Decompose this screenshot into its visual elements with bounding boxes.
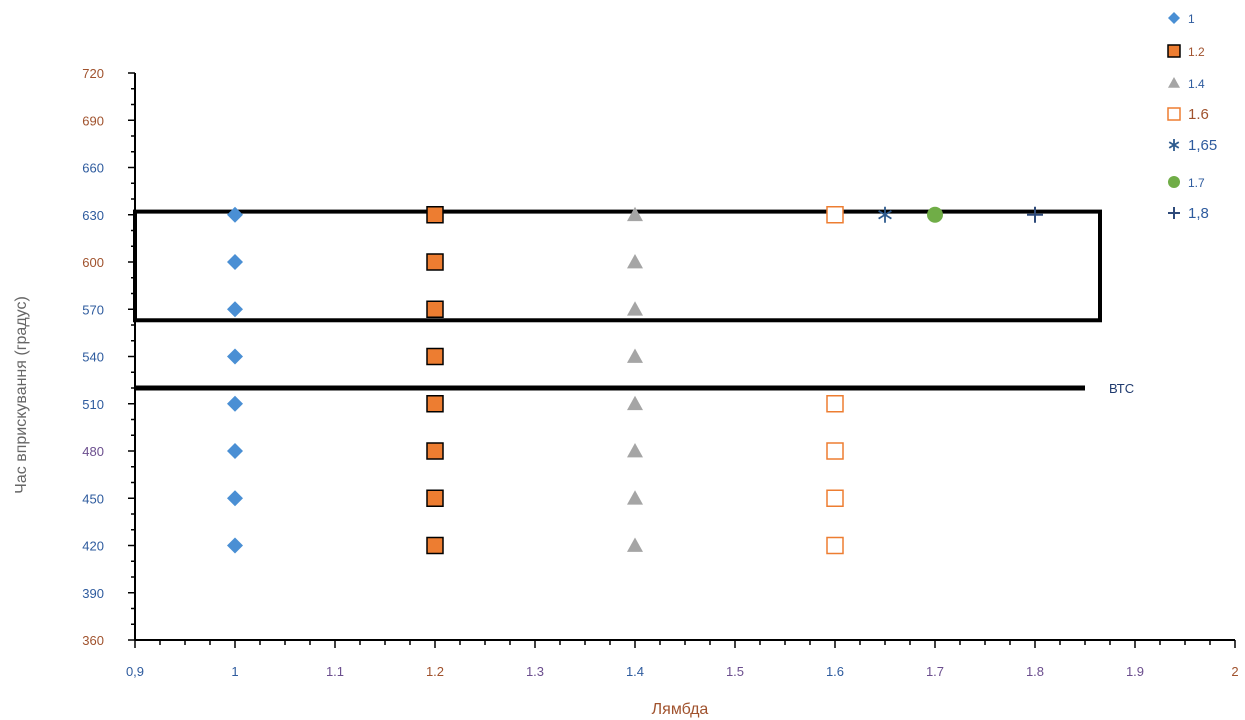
y-tick-label: 450 bbox=[82, 491, 104, 506]
x-tick-label: 1.6 bbox=[826, 664, 844, 679]
data-point bbox=[826, 536, 844, 555]
data-point bbox=[227, 395, 243, 412]
legend-label: 1 bbox=[1188, 12, 1195, 26]
data-point bbox=[426, 489, 444, 507]
y-tick-label: 690 bbox=[82, 113, 104, 128]
data-point bbox=[627, 537, 643, 552]
y-tick-label: 480 bbox=[82, 444, 104, 459]
data-point bbox=[426, 300, 444, 318]
legend-label: 1.7 bbox=[1188, 176, 1205, 190]
x-tick-label: 1.1 bbox=[326, 664, 344, 679]
data-point bbox=[426, 347, 444, 366]
data-point bbox=[426, 442, 444, 460]
data-point bbox=[627, 348, 643, 363]
data-point bbox=[627, 301, 643, 316]
data-point bbox=[627, 254, 643, 269]
legend-marker bbox=[1168, 207, 1180, 219]
legend-marker bbox=[1168, 176, 1180, 188]
data-point bbox=[426, 206, 444, 224]
y-tick-label: 420 bbox=[82, 539, 104, 554]
legend-marker bbox=[1168, 12, 1180, 24]
y-tick-label: 540 bbox=[82, 350, 104, 365]
x-tick-label: 1.8 bbox=[1026, 664, 1044, 679]
data-point bbox=[426, 536, 444, 555]
legend-label: 1.2 bbox=[1188, 45, 1205, 59]
data-point bbox=[227, 490, 243, 507]
x-tick-label: 1.5 bbox=[726, 664, 744, 679]
data-point bbox=[227, 348, 243, 365]
x-tick-label: 1.4 bbox=[626, 664, 644, 679]
y-tick-label: 630 bbox=[82, 208, 104, 223]
data-point bbox=[627, 395, 643, 411]
legend-label: 1.6 bbox=[1188, 106, 1209, 123]
legend-label: 1,8 bbox=[1188, 205, 1209, 222]
legend: 1 1.2 1.4 1.6 1,65 1.7 1,8 bbox=[1167, 12, 1217, 222]
data-point bbox=[227, 537, 243, 554]
data-point bbox=[227, 443, 243, 459]
data-point bbox=[227, 254, 243, 270]
data-point bbox=[426, 395, 444, 413]
legend-marker bbox=[1168, 139, 1180, 151]
x-axis-ticks: 0,9 1 1.1 1.2 1.3 1.4 1.5 1.6 1.7 1.8 1.9 2 bbox=[126, 640, 1239, 679]
data-point bbox=[927, 206, 943, 223]
data-point bbox=[826, 489, 844, 507]
data-point bbox=[1027, 206, 1043, 223]
annotations: ВТС bbox=[133, 209, 1134, 396]
data-point bbox=[627, 443, 643, 458]
y-axis-ticks: 360 390 420 450 480 510 540 570 600 630 660 690 720 bbox=[82, 66, 135, 648]
y-tick-label: 570 bbox=[82, 302, 104, 317]
x-tick-label: 1.7 bbox=[926, 664, 944, 679]
y-tick-label: 600 bbox=[82, 255, 104, 270]
x-tick-label: 1.3 bbox=[526, 664, 544, 679]
data-point bbox=[627, 206, 643, 222]
y-tick-label: 390 bbox=[82, 586, 104, 601]
y-tick-label: 660 bbox=[82, 161, 104, 176]
data-point bbox=[227, 301, 243, 318]
x-tick-label: 0,9 bbox=[126, 664, 144, 679]
y-axis-title: Час вприскування (градус) bbox=[13, 296, 30, 494]
y-tick-label: 720 bbox=[82, 66, 104, 81]
btc-label: ВТС bbox=[1109, 381, 1134, 396]
x-tick-label: 1 bbox=[231, 664, 238, 679]
highlight-rectangle bbox=[133, 209, 1102, 323]
data-point bbox=[878, 206, 892, 223]
y-tick-label: 510 bbox=[82, 397, 104, 412]
x-tick-label: 2 bbox=[1231, 664, 1238, 679]
legend-marker bbox=[1168, 77, 1180, 88]
data-point bbox=[627, 490, 643, 505]
data-points bbox=[227, 206, 1043, 555]
data-point bbox=[227, 206, 243, 223]
x-tick-label: 1.9 bbox=[1126, 664, 1144, 679]
legend-label: 1,65 bbox=[1188, 137, 1217, 154]
x-tick-label: 1.2 bbox=[426, 664, 444, 679]
data-point bbox=[826, 395, 844, 413]
legend-marker bbox=[1167, 107, 1181, 121]
legend-marker bbox=[1167, 44, 1181, 58]
data-point bbox=[826, 206, 844, 224]
y-tick-label: 360 bbox=[82, 633, 104, 648]
data-point bbox=[426, 253, 444, 271]
legend-label: 1.4 bbox=[1188, 77, 1205, 91]
x-axis-title: Лямбда bbox=[652, 701, 709, 718]
data-point bbox=[826, 442, 844, 460]
axes bbox=[134, 73, 1235, 641]
